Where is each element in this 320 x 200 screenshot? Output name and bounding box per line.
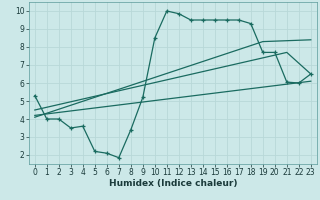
X-axis label: Humidex (Indice chaleur): Humidex (Indice chaleur) bbox=[108, 179, 237, 188]
